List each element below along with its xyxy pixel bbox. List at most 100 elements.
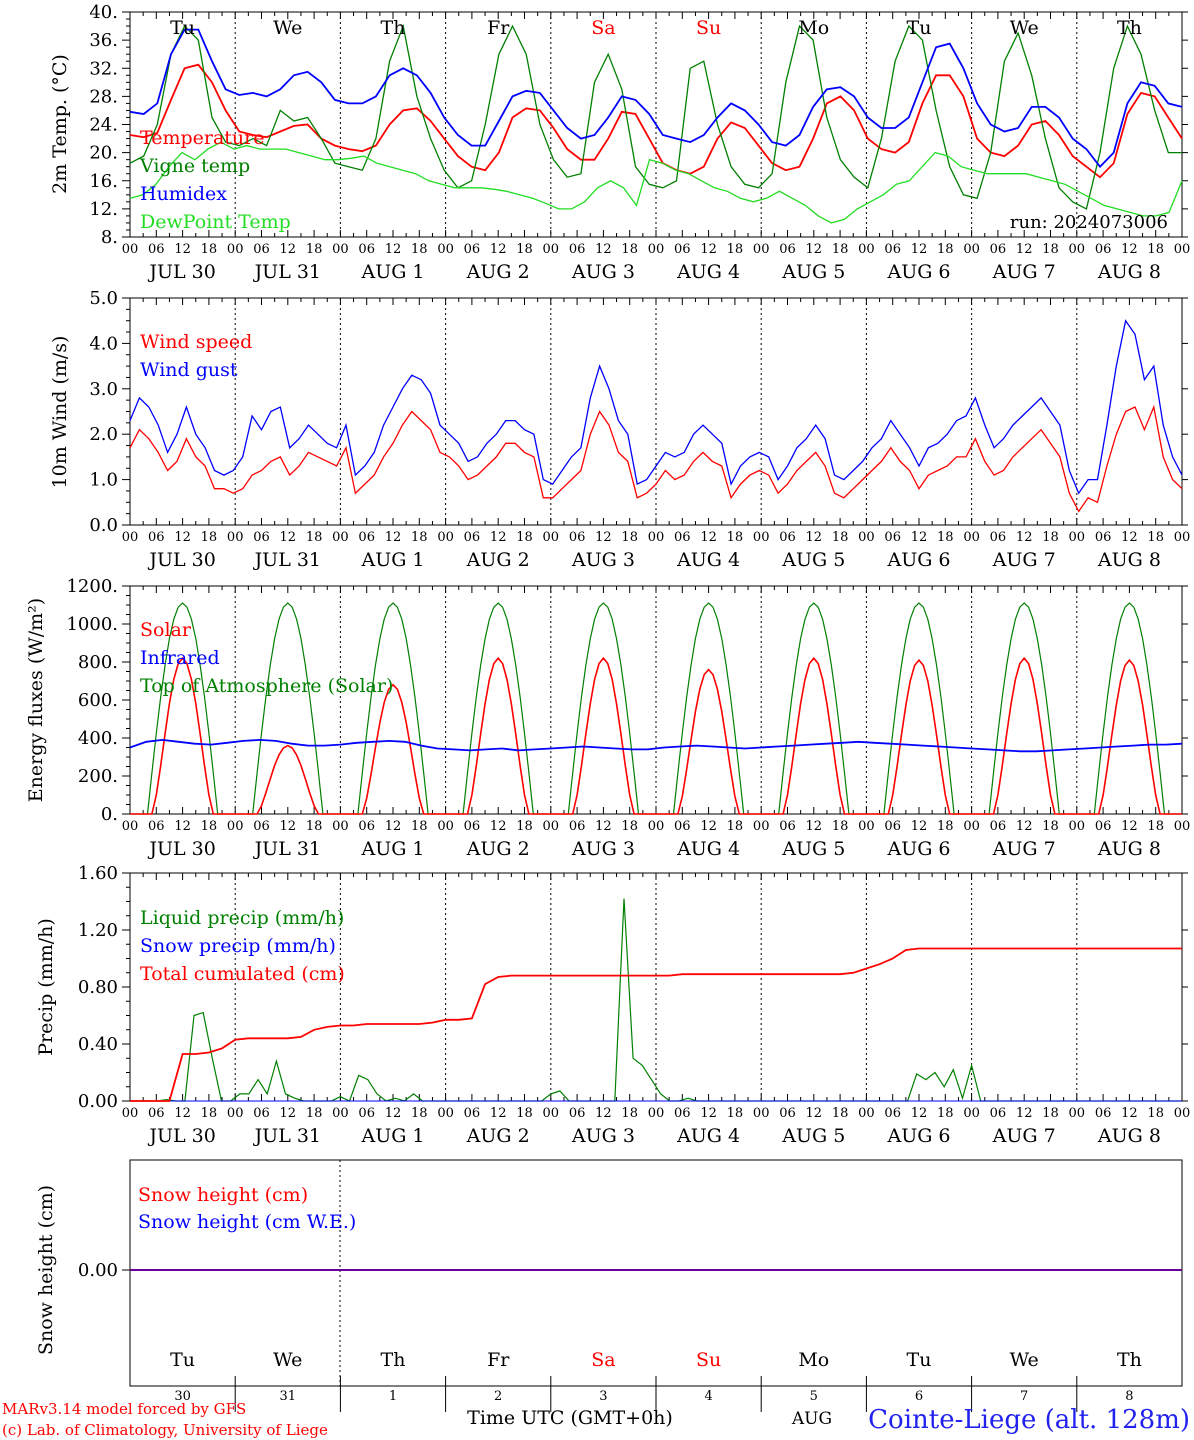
weekday-label: Mo	[798, 1349, 829, 1371]
date-label: JUL 30	[147, 549, 215, 571]
hour-tick-label: 00	[1069, 1106, 1086, 1121]
hour-tick-label: 06	[1095, 242, 1112, 257]
hour-tick-label: 06	[464, 1106, 481, 1121]
date-label: AUG 7	[992, 1125, 1056, 1147]
hour-tick-label: 18	[832, 819, 849, 834]
date-label: AUG 4	[676, 838, 740, 860]
series-line-infrared	[129, 738, 1183, 753]
legend-humidex: Humidex	[140, 183, 227, 205]
date-label: AUG 2	[466, 549, 530, 571]
date-label: JUL 31	[253, 1125, 321, 1147]
hour-tick-label: 18	[411, 530, 428, 545]
panel-snow: 0.00 Snow height (cm) Snow height (cm) S…	[35, 1159, 1183, 1412]
y-axis-label: Precip (mm/h)	[35, 918, 57, 1056]
date-label: AUG 1	[360, 1125, 424, 1147]
hour-tick-label: 12	[490, 819, 507, 834]
y-tick-label: 32.	[89, 58, 118, 79]
series-line-cumulated	[130, 947, 1182, 1102]
hour-tick-label: 00	[543, 1106, 560, 1121]
hour-tick-label: 06	[1095, 1106, 1112, 1121]
hour-tick-label: 18	[411, 819, 428, 834]
hour-tick-label: 12	[806, 530, 823, 545]
hour-tick-label: 12	[280, 530, 297, 545]
hour-tick-label: 12	[595, 530, 612, 545]
hour-tick-label: 06	[253, 1106, 270, 1121]
date-label: AUG 2	[466, 1125, 530, 1147]
hour-tick-label: 12	[911, 1106, 928, 1121]
hour-tick-label: 06	[674, 530, 691, 545]
y-axis: 0.0 1.0 2.0 3.0 4.0 5.0	[89, 288, 1188, 536]
y-tick-label: 1.60	[78, 863, 118, 884]
day-separators	[234, 873, 1078, 1101]
hour-tick-label: 12	[700, 1106, 717, 1121]
date-label: AUG 6	[886, 549, 950, 571]
hour-tick-label: 00	[332, 242, 349, 257]
weekday-label: Tu	[907, 17, 932, 39]
hour-tick-label: 00	[1069, 819, 1086, 834]
date-label: AUG 5	[781, 1125, 845, 1147]
panel-temperature: 8. 12. 16. 20. 24. 28. 32. 36. 40. 00 06 12 18 JUL 3…	[49, 2, 1190, 283]
y-tick-label: 1.0	[89, 470, 118, 491]
plot-frame	[129, 585, 1183, 815]
hour-tick-label: 06	[779, 1106, 796, 1121]
weekday-label: We	[1010, 1349, 1039, 1371]
hour-tick-label: 18	[516, 530, 533, 545]
hour-tick-label: 06	[884, 530, 901, 545]
hour-tick-label: 12	[490, 530, 507, 545]
hour-tick-label: 18	[1042, 1106, 1059, 1121]
y-tick-label: 20.	[89, 143, 118, 164]
hour-tick-label: 12	[1121, 242, 1138, 257]
hour-tick-label: 06	[253, 819, 270, 834]
hour-tick-label: 06	[358, 242, 375, 257]
hour-tick-label: 18	[727, 530, 744, 545]
hour-tick-label: 00	[858, 242, 875, 257]
panel-wind: 0.0 1.0 2.0 3.0 4.0 5.0 00 06 12 18 JUL 30 00 06 12 1…	[49, 288, 1190, 571]
y-tick-label: 1200.	[66, 576, 118, 597]
y-tick-label: 4.0	[89, 333, 118, 354]
hour-tick-label: 00	[437, 530, 454, 545]
y-tick-label: 36.	[89, 30, 118, 51]
legend-snow-we: Snow height (cm W.E.)	[138, 1211, 356, 1233]
date-label: AUG 2	[466, 261, 530, 283]
plot-frame	[129, 297, 1183, 526]
date-label: AUG 8	[1097, 1125, 1161, 1147]
hour-tick-label: 12	[595, 242, 612, 257]
date-label: AUG 1	[360, 549, 424, 571]
hour-tick-label: 00	[437, 1106, 454, 1121]
date-label: AUG 3	[571, 549, 635, 571]
hour-tick-label: 12	[490, 242, 507, 257]
hour-tick-label: 18	[832, 242, 849, 257]
hour-tick-label: 00	[1174, 242, 1191, 257]
hour-tick-label: 06	[884, 819, 901, 834]
hour-tick-label: 18	[201, 1106, 218, 1121]
hour-tick-label: 06	[779, 819, 796, 834]
hour-tick-label: 00	[753, 242, 770, 257]
hour-tick-label: 18	[201, 530, 218, 545]
hour-tick-label: 18	[621, 819, 638, 834]
date-label: AUG 7	[992, 549, 1056, 571]
panel-precip: 0.00 0.40 0.80 1.20 1.60 00 06 12 18 JUL 30 00 06 1…	[35, 863, 1190, 1147]
hour-tick-label: 06	[884, 242, 901, 257]
hour-tick-label: 06	[464, 819, 481, 834]
legend-solar: Solar	[140, 619, 192, 641]
series-lines	[129, 23, 1183, 224]
y-tick-label: 8.	[101, 227, 118, 248]
date-label: JUL 31	[253, 549, 321, 571]
hour-tick-label: 18	[306, 1106, 323, 1121]
y-tick-label: 5.0	[89, 288, 118, 309]
hour-tick-label: 00	[332, 1106, 349, 1121]
copyright: (c) Lab. of Climatology, University of L…	[2, 1421, 328, 1439]
hour-tick-label: 06	[569, 1106, 586, 1121]
hour-tick-label: 12	[385, 530, 402, 545]
x-axis: 00 06 12 18 JUL 30 00 06 12 18 JUL 31 00 06 12 18 AUG …	[122, 12, 1191, 283]
hour-tick-label: 18	[516, 1106, 533, 1121]
hour-tick-label: 12	[911, 242, 928, 257]
day-number-label: 3	[599, 1389, 607, 1404]
day-number-label: 31	[280, 1389, 297, 1404]
hour-tick-label: 00	[437, 819, 454, 834]
hour-tick-label: 00	[122, 242, 139, 257]
legend-toa: Top of Atmosphere (Solar)	[140, 675, 393, 697]
hour-tick-label: 18	[832, 530, 849, 545]
model-credit: MARv3.14 model forced by GFS	[2, 1400, 246, 1418]
